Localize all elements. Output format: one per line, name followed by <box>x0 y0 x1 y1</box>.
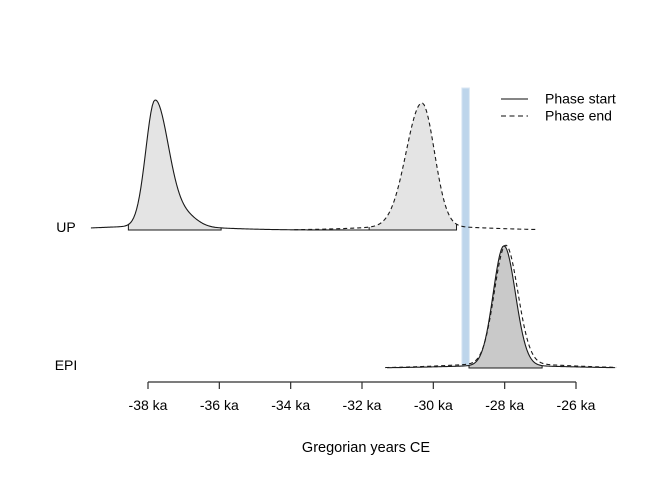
density-curve-EPI-end <box>385 244 617 369</box>
density-curves <box>90 99 617 369</box>
x-axis-tick-label: -28 ka <box>485 397 524 413</box>
density-curve-UP-end <box>294 102 537 231</box>
row-label-UP: UP <box>56 219 75 235</box>
row-label-EPI: EPI <box>55 357 78 373</box>
density-fill-EPI-start <box>469 246 543 368</box>
density-curve-EPI-start <box>386 245 616 369</box>
hpd-bracket-UP-end <box>368 224 458 231</box>
row-labels: UP EPI <box>55 219 78 373</box>
density-fill-UP-start <box>128 100 222 230</box>
x-axis-tick-label: -38 ka <box>129 397 168 413</box>
x-axis-tick-label: -30 ka <box>414 397 453 413</box>
x-axis-title: Gregorian years CE <box>302 440 430 456</box>
legend-label-phase-end: Phase end <box>545 108 612 124</box>
x-axis: -38 ka -36 ka -34 ka -32 ka -30 ka -28 ka -26 … <box>129 381 596 456</box>
density-fills <box>128 100 543 368</box>
density-fill-UP-end <box>369 102 457 230</box>
hpd-bracket-EPI-start <box>468 365 543 369</box>
x-axis-tick-label: -36 ka <box>200 397 239 413</box>
x-axis-tick-label: -32 ka <box>343 397 382 413</box>
density-curve-UP-start <box>90 99 398 231</box>
x-axis-tick-label: -26 ka <box>557 397 596 413</box>
x-axis-tick-label: -34 ka <box>271 397 310 413</box>
hpd-brackets <box>127 224 543 369</box>
legend-label-phase-start: Phase start <box>545 91 616 107</box>
hpd-bracket-UP-start <box>127 224 222 231</box>
